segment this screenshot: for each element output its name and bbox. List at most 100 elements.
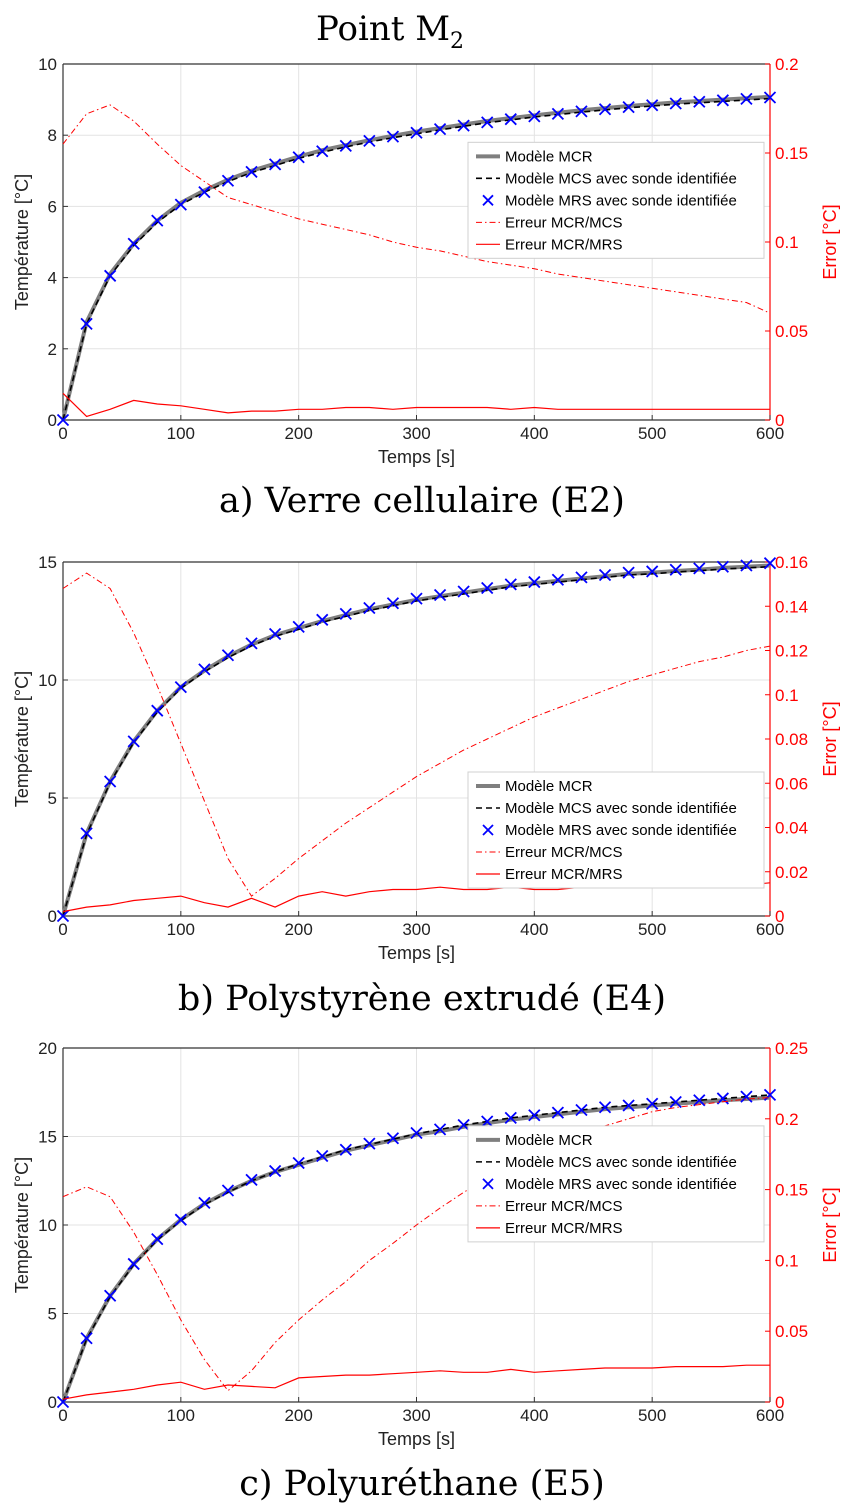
data-point (268, 627, 282, 641)
y-right-tick-label: 0.16 (775, 553, 808, 572)
data-point-stroke (575, 571, 588, 584)
x-tick-label: 300 (402, 920, 430, 939)
chart-panel-2: 0 100 200 300 400 500 60005101500.020.040.060.… (12, 553, 840, 1019)
data-point-stroke (433, 123, 447, 136)
data-point (339, 1143, 352, 1156)
data-point (693, 562, 706, 575)
data-point-stroke (363, 601, 376, 615)
data-point (56, 413, 70, 427)
legend-label: Modèle MRS avec sonde identifiée (505, 822, 737, 839)
data-point (575, 571, 588, 584)
legend-label: Erreur MCR/MCS (505, 844, 623, 861)
data-point (598, 568, 612, 582)
y-tick-label: 5 (48, 1305, 57, 1324)
chart-panel-3: 0 100 200 300 400 500 6000510152000.050.10.150… (12, 1039, 840, 1504)
legend-box (467, 1125, 765, 1243)
data-point-stroke (339, 607, 352, 621)
x-tick-label: 0 (58, 920, 67, 939)
y-right-tick-label: 0 (775, 411, 784, 430)
y-tick-label: 0 (48, 907, 57, 926)
data-point (198, 663, 211, 676)
x-tick-label: 0 (58, 424, 67, 443)
y-right-tick-label: 0.15 (775, 1181, 808, 1200)
y-right-tick-label: 0.12 (775, 642, 808, 661)
data-point (80, 827, 93, 840)
data-point-stroke (528, 575, 541, 589)
data-point-stroke (56, 413, 70, 427)
y-axis-label: Température [°C] (12, 1157, 32, 1293)
data-point (528, 110, 541, 123)
data-point (551, 573, 565, 586)
data-point-stroke (481, 581, 494, 595)
data-point (292, 1156, 305, 1170)
data-point (575, 1103, 588, 1117)
y-right-tick-label: 0.15 (775, 144, 808, 163)
data-point-stroke (433, 1123, 447, 1136)
data-point-stroke (669, 563, 682, 576)
data-point (339, 139, 352, 153)
data-point (646, 565, 659, 578)
y-right-tick-label: 0 (775, 907, 784, 926)
legend-label: Erreur MCR/MRS (505, 236, 623, 253)
y-tick-label: 20 (38, 1039, 57, 1058)
legend-label: Erreur MCR/MRS (505, 1220, 623, 1237)
data-point (174, 1213, 187, 1226)
y-right-tick-label: 0 (775, 1393, 784, 1412)
data-point (740, 559, 753, 572)
data-point-stroke (151, 214, 164, 227)
data-point-stroke (174, 680, 187, 694)
data-point-stroke (386, 597, 400, 610)
data-point-stroke (56, 909, 70, 923)
series-mod-le-mrs-avec-sonde-identifi-e (56, 91, 777, 427)
data-point-stroke (268, 627, 282, 641)
figure-title-main: Point M (316, 9, 450, 49)
data-point-stroke (103, 269, 117, 282)
data-point-stroke (457, 1118, 470, 1132)
data-point (622, 100, 635, 114)
data-point-stroke (481, 1115, 494, 1128)
data-point-stroke (433, 588, 447, 602)
data-point-stroke (151, 1233, 164, 1246)
data-point (56, 909, 70, 923)
data-point-stroke (245, 165, 258, 179)
data-point-stroke (292, 620, 305, 634)
x-tick-label: 200 (284, 1406, 312, 1425)
y-tick-label: 0 (48, 411, 57, 430)
x-tick-label: 400 (520, 424, 548, 443)
y-tick-label: 8 (48, 126, 57, 145)
data-point (504, 1111, 517, 1125)
data-point (386, 130, 400, 143)
series-mod-le-mrs-avec-sonde-identifi-e (56, 557, 777, 923)
data-point-stroke (386, 130, 400, 143)
data-point (693, 1094, 706, 1107)
data-point-stroke (268, 1164, 282, 1178)
data-point-stroke (198, 663, 211, 676)
data-point (763, 91, 777, 104)
data-point (151, 704, 164, 717)
data-point (433, 123, 447, 136)
data-point (363, 1137, 376, 1150)
x-tick-label: 500 (638, 1406, 666, 1425)
y-right-tick-label: 0.14 (775, 597, 808, 616)
legend-label: Modèle MCR (505, 148, 593, 165)
legend-marker-stroke (482, 824, 494, 836)
y-right-tick-label: 0.05 (775, 1322, 808, 1341)
data-point-stroke (528, 110, 541, 123)
data-point-stroke (716, 1092, 730, 1105)
data-point (457, 1118, 470, 1132)
y-tick-label: 10 (38, 55, 57, 74)
data-point-stroke (598, 1101, 612, 1114)
data-point (316, 145, 329, 158)
legend: Modèle MCR Modèle MCS avec sonde identifi… (467, 141, 765, 259)
x-tick-label: 400 (520, 920, 548, 939)
data-point (363, 601, 376, 615)
data-point-stroke (646, 565, 659, 578)
data-point-stroke (598, 568, 612, 582)
data-point (598, 1101, 612, 1114)
data-point (292, 620, 305, 634)
x-tick-label: 600 (756, 1406, 784, 1425)
series-erreur-mcr-mrs (62, 1364, 770, 1400)
y-right-tick-label: 0.04 (775, 819, 808, 838)
legend-box (467, 771, 765, 889)
